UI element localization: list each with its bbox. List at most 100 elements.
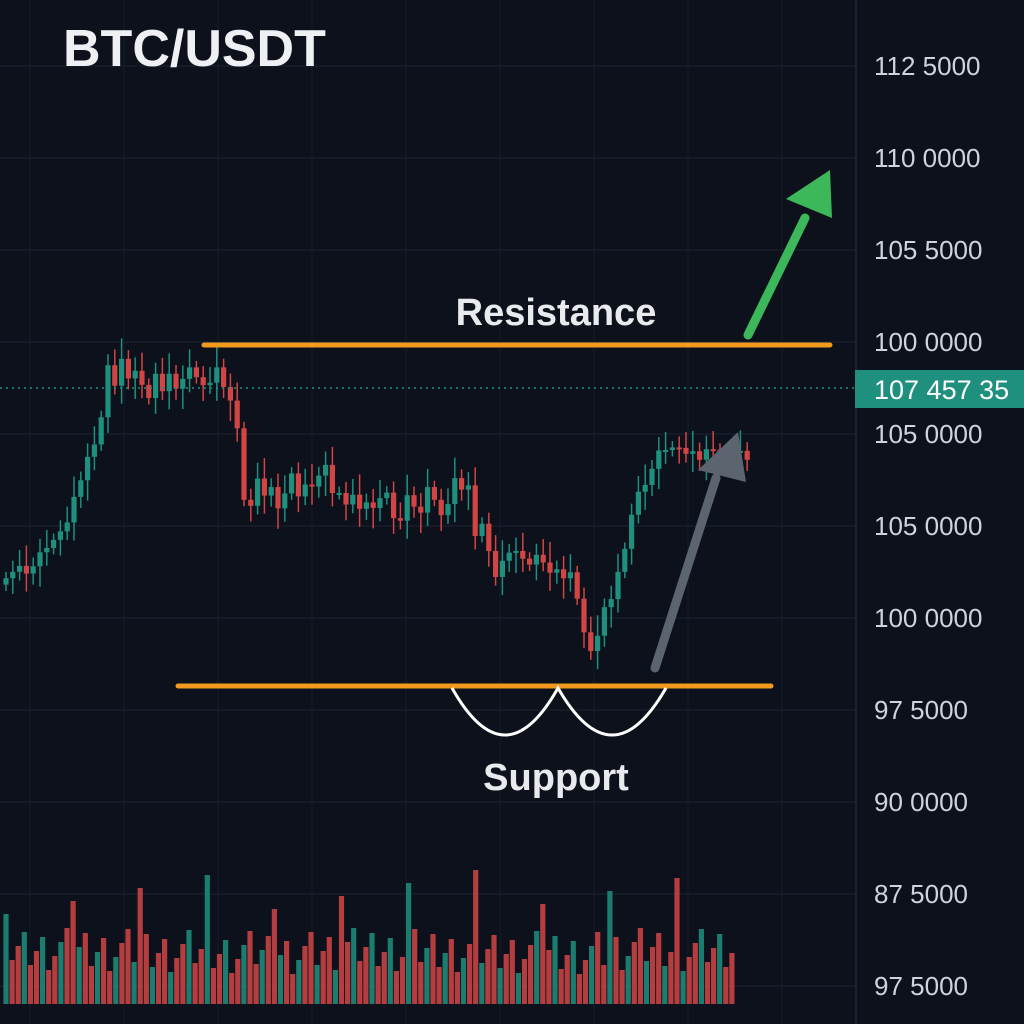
volume-bar bbox=[662, 966, 668, 1004]
volume-bar bbox=[320, 951, 326, 1004]
volume-bar bbox=[64, 928, 70, 1004]
volume-bar bbox=[467, 944, 473, 1004]
candle-body bbox=[581, 598, 587, 633]
volume-bar bbox=[564, 955, 570, 1004]
candle-body bbox=[309, 484, 315, 487]
volume-bar bbox=[70, 901, 76, 1004]
candle-body bbox=[71, 496, 77, 523]
candle-body bbox=[710, 449, 716, 452]
candle-body bbox=[676, 447, 682, 450]
volume-bar bbox=[46, 970, 52, 1004]
candle-body bbox=[397, 518, 403, 521]
candle-body bbox=[132, 370, 138, 379]
volume-bar bbox=[82, 933, 88, 1004]
volume-bar bbox=[332, 970, 338, 1004]
candle-body bbox=[357, 494, 363, 509]
volume-bar bbox=[393, 971, 399, 1004]
volume-bar bbox=[375, 966, 381, 1004]
y-tick-label: 110 0000 bbox=[874, 143, 981, 173]
candle-body bbox=[275, 487, 281, 509]
candle-body bbox=[316, 475, 322, 487]
candle-body bbox=[479, 523, 485, 537]
volume-bar bbox=[143, 934, 149, 1004]
volume-bar bbox=[204, 875, 210, 1004]
volume-bar bbox=[515, 973, 521, 1004]
volume-bar bbox=[119, 943, 125, 1004]
candle-body bbox=[642, 484, 648, 492]
candle-body bbox=[656, 450, 662, 469]
candle-body bbox=[23, 565, 29, 574]
volume-bar bbox=[589, 946, 595, 1004]
volume-bar bbox=[271, 909, 277, 1004]
volume-bar bbox=[131, 962, 137, 1004]
candle-body bbox=[472, 485, 478, 537]
volume-bar bbox=[302, 946, 308, 1004]
candle-body bbox=[595, 635, 601, 652]
volume-bar bbox=[357, 961, 363, 1004]
volume-bar bbox=[21, 932, 27, 1004]
candle-body bbox=[465, 485, 471, 490]
candle-body bbox=[125, 358, 131, 379]
candle-body bbox=[207, 382, 213, 386]
candle-body bbox=[445, 504, 451, 516]
candle-body bbox=[295, 473, 301, 497]
candle-body bbox=[248, 499, 254, 506]
candle-body bbox=[10, 571, 16, 579]
volume-bar bbox=[101, 938, 107, 1004]
projection-arrow bbox=[650, 432, 746, 673]
candle-body bbox=[533, 554, 539, 565]
volume-bar bbox=[454, 972, 460, 1004]
candle-body bbox=[105, 365, 111, 418]
volume-bar bbox=[9, 960, 15, 1004]
volume-bar bbox=[643, 961, 650, 1004]
candle-body bbox=[234, 400, 240, 429]
volume-bar bbox=[113, 957, 119, 1004]
candle-body bbox=[44, 547, 50, 553]
volume-bar bbox=[174, 958, 180, 1004]
volume-bar bbox=[424, 948, 430, 1004]
candle-body bbox=[540, 554, 546, 563]
candle-body bbox=[98, 417, 104, 445]
candle-body bbox=[268, 487, 274, 496]
candle-body bbox=[499, 560, 505, 577]
volume-bar bbox=[619, 970, 625, 1004]
candle-body bbox=[574, 572, 580, 599]
candle-body bbox=[17, 565, 23, 572]
candle-body bbox=[567, 572, 573, 579]
volume-bar bbox=[607, 891, 613, 1004]
candle-body bbox=[289, 473, 295, 494]
candle-body bbox=[493, 550, 499, 577]
volume-bar bbox=[711, 948, 717, 1004]
candle-body bbox=[200, 377, 206, 386]
volume-bar bbox=[412, 929, 418, 1004]
volume-bar bbox=[448, 939, 454, 1004]
volume-bar bbox=[418, 962, 424, 1004]
volume-bar bbox=[497, 968, 503, 1004]
candle-body bbox=[323, 464, 329, 476]
volume-bar bbox=[601, 965, 607, 1004]
volume-bar bbox=[723, 967, 729, 1004]
candle-body bbox=[547, 562, 553, 573]
volume-bar bbox=[277, 955, 284, 1004]
candle-body bbox=[173, 373, 179, 389]
volume-bar bbox=[430, 934, 436, 1004]
volume-bar bbox=[40, 937, 46, 1004]
candle-body bbox=[608, 599, 614, 608]
volume-bar bbox=[613, 937, 619, 1004]
volume-bar bbox=[314, 965, 320, 1004]
volume-bar bbox=[290, 974, 296, 1004]
volume-bar bbox=[637, 928, 643, 1004]
breakout-arrow bbox=[743, 170, 832, 340]
volume-bar bbox=[241, 945, 247, 1004]
volume-bar bbox=[58, 942, 64, 1004]
candle-body bbox=[159, 373, 165, 392]
volume-bar bbox=[88, 966, 94, 1004]
current-price-tag: 107 457 35 bbox=[855, 370, 1024, 408]
candle-body bbox=[649, 468, 655, 485]
volume-bar bbox=[338, 896, 345, 1004]
candle-body bbox=[227, 386, 233, 401]
candle-body bbox=[506, 552, 512, 561]
candle-body bbox=[425, 487, 431, 513]
volume-bar bbox=[680, 971, 686, 1004]
candle-body bbox=[166, 373, 172, 392]
